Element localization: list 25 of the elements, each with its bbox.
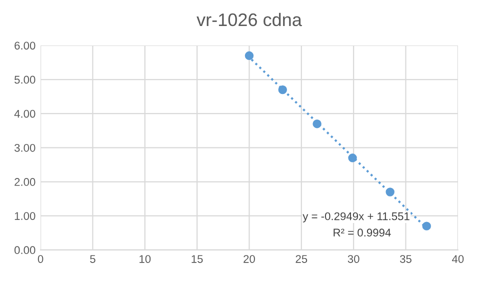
y-tick-label: 3.00 <box>14 144 36 152</box>
x-tick-label: 35 <box>400 255 412 263</box>
point <box>348 154 357 162</box>
x-tick-label: 20 <box>244 255 255 263</box>
point <box>386 188 394 196</box>
point <box>278 85 287 94</box>
annotation: R² = 0.9994 <box>334 228 391 237</box>
point <box>312 119 322 128</box>
y-tick-label: 4.00 <box>14 110 36 118</box>
x-tick-label: 40 <box>452 255 464 263</box>
x-tick-label: 30 <box>348 255 360 263</box>
x-tick-label: 0 <box>38 255 44 263</box>
point <box>422 222 431 230</box>
point <box>244 51 254 60</box>
x-tick-label: 5 <box>90 255 96 263</box>
chart-title: vr-1026 cdna <box>196 12 302 26</box>
y-tick-label: 2.00 <box>14 178 36 186</box>
y-tick-label: 0.00 <box>14 246 36 254</box>
y-tick-label: 6.00 <box>14 42 36 50</box>
annotation: y = -0.2949x + 11.551 <box>302 212 410 222</box>
y-tick-label: 1.00 <box>14 212 36 220</box>
y-tick-label: 5.00 <box>14 76 36 84</box>
x-tick-label: 25 <box>296 255 308 263</box>
x-tick-label: 15 <box>192 255 203 263</box>
x-tick-label: 10 <box>140 255 151 263</box>
